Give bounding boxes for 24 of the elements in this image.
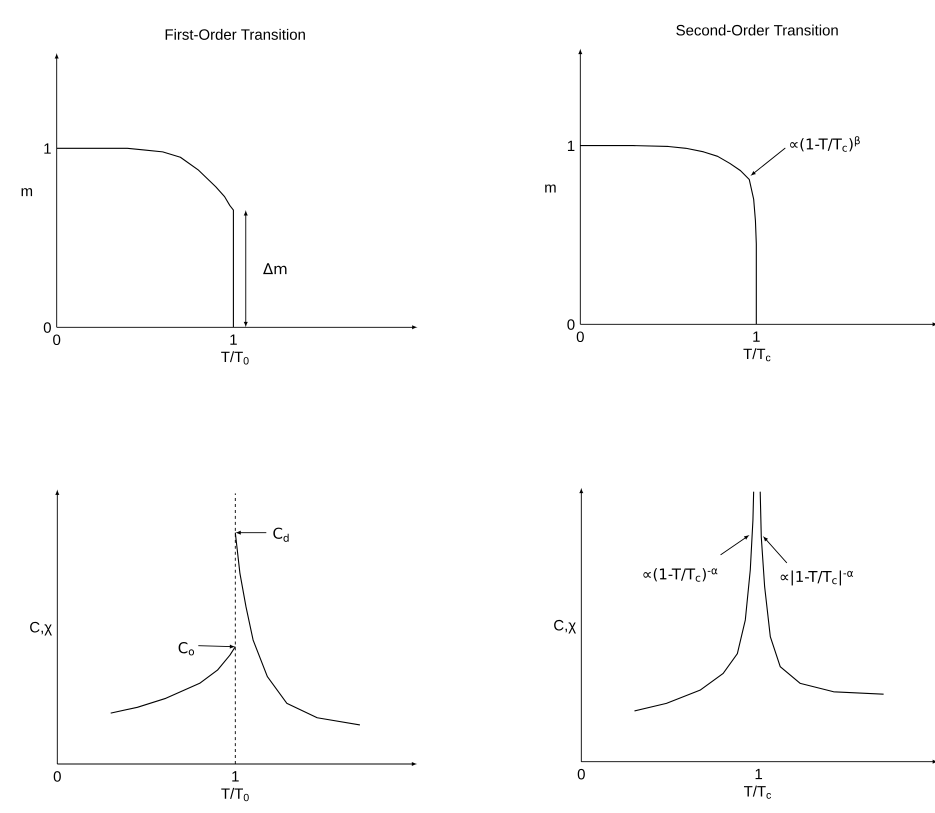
x-tick-label: 1 <box>753 331 760 342</box>
x-axis-title: T/T$_{c}$ <box>743 348 770 362</box>
chart-title: First-Order Transition <box>166 28 305 40</box>
x-tick-label: 1 <box>232 771 239 782</box>
y-axis-title: m <box>22 188 32 196</box>
chart-title: Second-Order Transition <box>676 24 838 36</box>
x-tick-label: 0 <box>578 768 585 780</box>
x-axis-title: T/T$_{0}$ <box>221 351 249 365</box>
annotation: ∝(1-T/T$_{c}$)$^{-α}$ <box>643 568 718 582</box>
x-tick-label: 0 <box>54 771 61 782</box>
x-tick-label: 0 <box>53 334 60 346</box>
y-axis-title: C,χ <box>554 620 576 634</box>
y-axis-title: C,χ <box>30 622 52 636</box>
x-tick-label: 0 <box>576 331 584 342</box>
annotation: C$_{d}$ <box>273 528 289 542</box>
x-tick-label: 1 <box>756 768 762 780</box>
y-axis-title: m <box>545 184 556 192</box>
annotation: Δm <box>263 263 286 274</box>
annotation: ∝(1-T/T$_{c}$)$^{β}$ <box>790 136 860 152</box>
x-axis-title: T/T$_{c}$ <box>744 786 772 799</box>
annotation: ∝|1-T/T$_{c}$|$^{-α}$ <box>780 570 854 586</box>
x-axis-title: T/T$_{0}$ <box>221 788 249 802</box>
annotation: C$_{o}$ <box>178 642 194 656</box>
x-tick-label: 1 <box>230 334 237 345</box>
